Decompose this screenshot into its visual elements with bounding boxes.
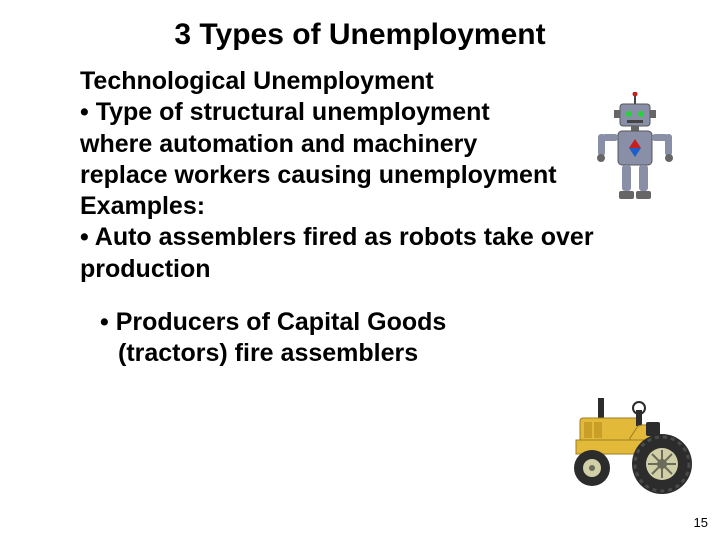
section-heading: Technological Unemployment	[80, 66, 660, 97]
page-number: 15	[694, 515, 708, 530]
definition-text: • Type of structural unemployment where …	[80, 97, 560, 191]
examples-label: Examples:	[80, 191, 660, 222]
example-bullet-2: • Producers of Capital Goods (tractors) …	[80, 307, 520, 370]
slide-title: 3 Types of Unemployment	[0, 0, 720, 66]
example-bullet-1: • Auto assemblers fired as robots take o…	[80, 222, 660, 285]
tractor-icon	[550, 392, 700, 502]
robot-icon	[594, 92, 676, 202]
